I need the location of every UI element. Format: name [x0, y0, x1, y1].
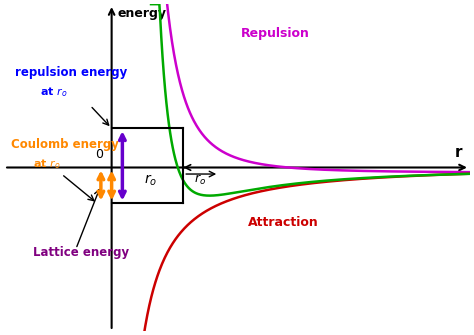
Text: repulsion energy: repulsion energy — [15, 66, 127, 79]
Text: $r_o$: $r_o$ — [145, 173, 158, 188]
Text: Coulomb energy: Coulomb energy — [11, 138, 119, 151]
Text: 0: 0 — [95, 148, 103, 161]
Text: Attraction: Attraction — [248, 216, 319, 229]
Text: at $r_o$: at $r_o$ — [33, 157, 61, 171]
Text: Repulsion: Repulsion — [241, 27, 310, 40]
Text: r: r — [455, 145, 463, 160]
Text: energy: energy — [118, 7, 166, 20]
Text: at $r_o$: at $r_o$ — [40, 86, 68, 99]
Text: $r_o$: $r_o$ — [194, 173, 206, 187]
Text: Lattice energy: Lattice energy — [33, 246, 129, 259]
